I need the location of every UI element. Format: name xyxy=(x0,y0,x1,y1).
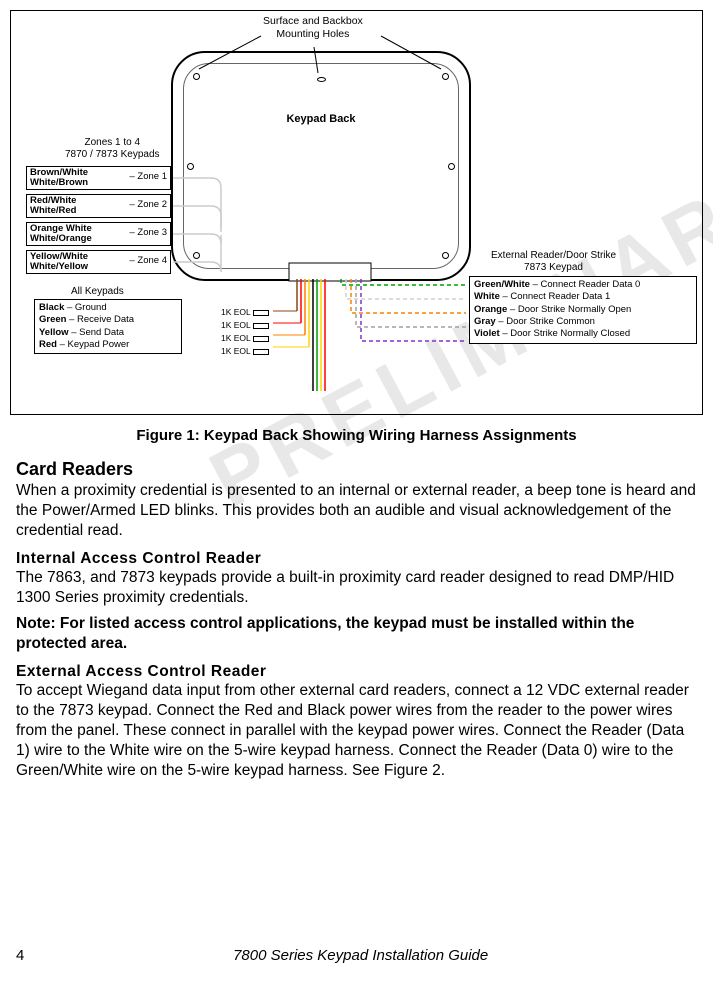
external-reader-header: External Reader/Door Strike 7873 Keypad xyxy=(491,250,616,274)
keypad-inner-outline xyxy=(183,63,459,269)
external-reader-heading: External Access Control Reader xyxy=(16,662,697,682)
screw-hole xyxy=(187,163,194,170)
mounting-label-l2: Mounting Holes xyxy=(276,28,349,40)
external-reader-box: Green/White – Connect Reader Data 0White… xyxy=(469,276,697,344)
page-number: 4 xyxy=(16,947,24,964)
ext-header-l1: External Reader/Door Strike xyxy=(491,250,616,261)
internal-reader-para: The 7863, and 7873 keypads provide a bui… xyxy=(16,568,697,608)
keypad-back-label: Keypad Back xyxy=(173,113,469,125)
mounting-label-l1: Surface and Backbox xyxy=(263,15,363,27)
body-text: Card Readers When a proximity credential… xyxy=(0,458,713,781)
center-hole xyxy=(317,77,326,82)
eol-label-2: 1K EOL xyxy=(221,320,269,330)
footer-title: 7800 Series Keypad Installation Guide xyxy=(16,947,697,964)
zones-header-l1: Zones 1 to 4 xyxy=(84,137,140,148)
all-keypads-box: Black – GroundGreen – Receive DataYellow… xyxy=(34,299,182,354)
zones-header: Zones 1 to 4 7870 / 7873 Keypads xyxy=(65,137,160,161)
card-readers-heading: Card Readers xyxy=(16,458,697,481)
eol-label-1: 1K EOL xyxy=(221,307,269,317)
zone-box-3: Orange WhiteWhite/Orange– Zone 3 xyxy=(26,222,171,246)
external-reader-para: To accept Wiegand data input from other … xyxy=(16,681,697,780)
all-keypads-header: All Keypads xyxy=(71,286,124,297)
keypad-back-outline: Keypad Back xyxy=(171,51,471,281)
zone-box-1: Brown/WhiteWhite/Brown– Zone 1 xyxy=(26,166,171,190)
ext-header-l2: 7873 Keypad xyxy=(524,262,583,273)
figure-caption: Figure 1: Keypad Back Showing Wiring Har… xyxy=(0,427,713,444)
note-para: Note: For listed access control applicat… xyxy=(16,614,697,654)
screw-hole xyxy=(193,252,200,259)
screw-hole xyxy=(442,73,449,80)
page-footer: 4 7800 Series Keypad Installation Guide xyxy=(0,947,713,964)
mounting-holes-label: Surface and Backbox Mounting Holes xyxy=(263,15,363,40)
zone-box-2: Red/WhiteWhite/Red– Zone 2 xyxy=(26,194,171,218)
zones-header-l2: 7870 / 7873 Keypads xyxy=(65,149,160,161)
screw-hole xyxy=(448,163,455,170)
internal-reader-heading: Internal Access Control Reader xyxy=(16,549,697,569)
screw-hole xyxy=(442,252,449,259)
wiring-diagram: Surface and Backbox Mounting Holes Keypa… xyxy=(10,10,703,415)
screw-hole xyxy=(193,73,200,80)
card-readers-para: When a proximity credential is presented… xyxy=(16,481,697,540)
zone-box-4: Yellow/WhiteWhite/Yellow– Zone 4 xyxy=(26,250,171,274)
eol-label-4: 1K EOL xyxy=(221,346,269,356)
eol-label-3: 1K EOL xyxy=(221,333,269,343)
